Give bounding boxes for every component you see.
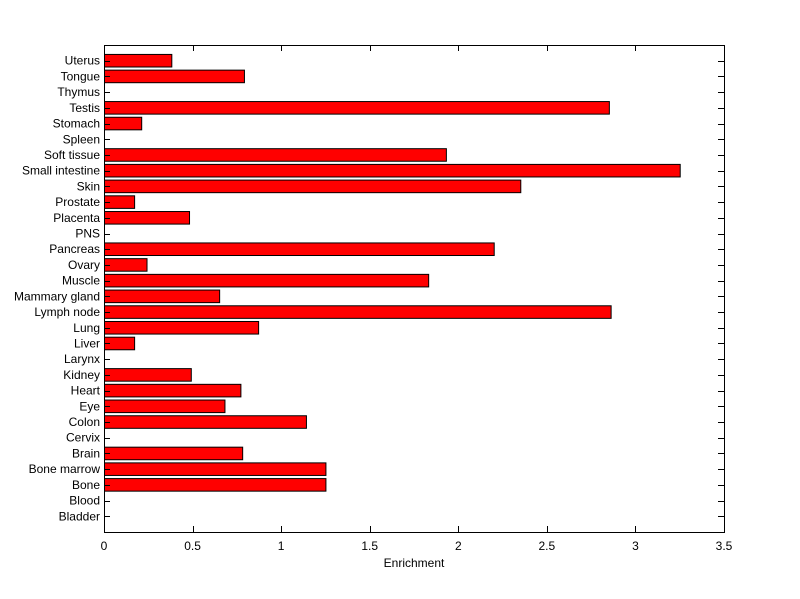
bar-heart [104,383,242,398]
bar-eye [104,399,226,414]
bar-kidney [104,368,192,382]
y-tick-label-bone-marrow: Bone marrow [29,462,101,476]
bar-placenta [104,211,191,225]
y-tick-label-tongue: Tongue [61,69,101,83]
bar-bone [104,478,327,492]
x-tick-label: 2 [455,539,462,553]
y-tick-label-pns: PNS [75,227,100,241]
bar-mammary-gland [104,289,221,304]
y-tick-label-brain: Brain [72,446,100,460]
x-tick-label: 0 [101,539,108,553]
y-tick-label-soft-tissue: Soft tissue [44,148,100,162]
y-tick-label-skin: Skin [77,179,100,193]
x-tick-label: 3 [632,539,639,553]
bar-soft-tissue [104,148,447,162]
y-tick-label-small-intestine: Small intestine [22,164,100,178]
bar-pancreas [104,242,495,257]
y-tick-label-stomach: Stomach [53,117,100,131]
x-axis-label: Enrichment [384,556,445,570]
y-tick-label-muscle: Muscle [62,274,100,288]
y-tick-label-bone: Bone [72,478,100,492]
y-tick-label-uterus: Uterus [65,54,100,68]
bars-group [104,53,681,492]
y-tick-label-mammary-gland: Mammary gland [14,289,100,303]
bar-skin [104,179,522,194]
y-tick-label-bladder: Bladder [59,509,100,523]
y-tick-label-larynx: Larynx [64,352,100,366]
x-tick-label: 0.5 [184,539,201,553]
x-tick-label: 2.5 [539,539,556,553]
bar-lung [104,320,260,335]
y-tick-label-cervix: Cervix [66,431,100,445]
bar-muscle [104,273,430,288]
y-tick-label-eye: Eye [79,399,100,413]
bar-uterus [104,53,173,68]
y-tick-label-testis: Testis [69,101,100,115]
bar-ovary [104,258,148,272]
bar-brain [104,446,244,461]
plot-area-frame [104,45,725,533]
bar-lymph-node [104,305,612,319]
y-tick-label-lung: Lung [73,321,100,335]
y-tick-label-lymph-node: Lymph node [34,305,100,319]
y-tick-label-prostate: Prostate [55,195,100,209]
y-tick-label-kidney: Kidney [63,368,100,382]
y-tick-label-spleen: Spleen [63,132,100,146]
y-tick-label-pancreas: Pancreas [49,242,100,256]
y-tick-label-thymus: Thymus [57,85,100,99]
y-tick-label-heart: Heart [71,384,101,398]
x-tick-label: 1 [278,539,285,553]
x-tick-label: 1.5 [361,539,378,553]
y-tick-label-colon: Colon [69,415,100,429]
bar-bone-marrow [104,462,327,476]
bar-testis [104,101,610,115]
y-tick-label-blood: Blood [69,494,100,508]
bar-small-intestine [104,163,681,178]
x-tick-label: 3.5 [716,539,733,553]
bar-tongue [104,69,245,84]
y-tick-label-liver: Liver [74,336,100,350]
bar-colon [104,415,307,429]
y-tick-label-ovary: Ovary [68,258,100,272]
bar-stomach [104,116,143,131]
y-tick-label-placenta: Placenta [53,211,100,225]
